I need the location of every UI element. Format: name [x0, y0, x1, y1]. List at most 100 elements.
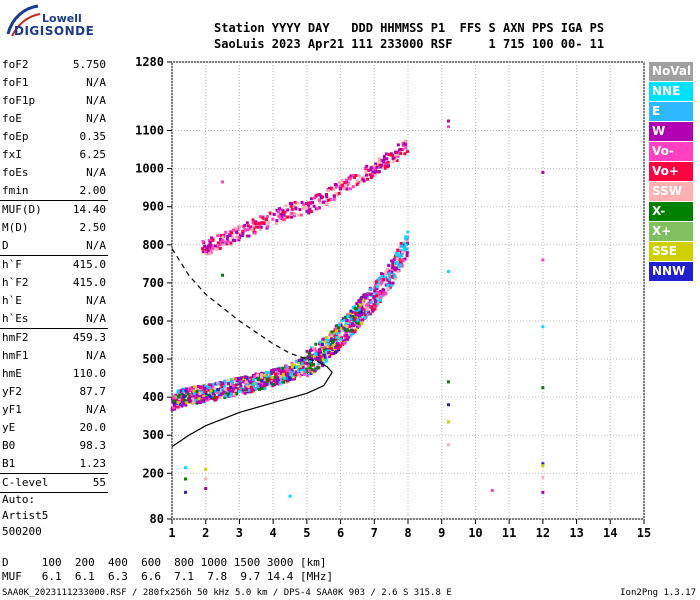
- echo-point: [244, 380, 248, 384]
- echo-point: [247, 234, 251, 238]
- echo-point: [218, 243, 222, 247]
- echo-point: [323, 200, 327, 204]
- echo-point: [364, 170, 368, 174]
- echo-point: [402, 247, 406, 251]
- echo-point: [372, 286, 376, 290]
- echo-point: [209, 389, 213, 393]
- echo-point: [204, 396, 208, 400]
- echo-point: [352, 176, 356, 180]
- echo-point: [271, 382, 275, 386]
- muf-row: MUF 6.1 6.1 6.3 6.6 7.1 7.8 9.7 14.4 [MH…: [2, 570, 334, 583]
- echo-point: [312, 204, 316, 208]
- echo-point: [285, 215, 289, 219]
- x-tick-label: 5: [303, 526, 310, 540]
- echo-point: [379, 272, 383, 276]
- echo-point: [182, 402, 186, 406]
- echo-point: [361, 302, 365, 306]
- echo-point: [256, 373, 260, 377]
- echo-point: [376, 292, 380, 296]
- echo-point: [188, 386, 192, 390]
- echo-point: [365, 303, 369, 307]
- echo-point: [398, 255, 402, 259]
- echo-point: [362, 311, 366, 315]
- echo-point: [306, 201, 310, 205]
- echo-point: [221, 387, 225, 391]
- param-value: 0.35: [79, 130, 107, 143]
- echo-point: [317, 358, 321, 362]
- echo-point: [199, 401, 203, 405]
- echo-point: [213, 390, 217, 394]
- auto-line1: Auto:: [2, 493, 36, 506]
- echo-point: [313, 352, 317, 356]
- echo-point: [266, 220, 270, 224]
- echo-point: [288, 378, 292, 382]
- echo-point: [304, 206, 308, 210]
- echo-point: [265, 383, 269, 387]
- echo-point: [265, 226, 269, 230]
- echo-point: [378, 298, 382, 302]
- echo-point: [334, 329, 338, 333]
- echo-point: [382, 278, 386, 282]
- echo-point: [300, 371, 304, 375]
- param-value: N/A: [86, 294, 106, 307]
- echo-point: [346, 314, 350, 318]
- param-value: 459.3: [72, 331, 106, 344]
- echo-point: [273, 372, 277, 376]
- echo-point: [394, 151, 398, 155]
- param-value: N/A: [86, 112, 106, 125]
- isolated-echo: [446, 125, 450, 129]
- isolated-echo: [541, 462, 545, 466]
- echo-point: [233, 239, 237, 243]
- echo-point: [345, 333, 349, 337]
- echo-point: [192, 400, 196, 404]
- isolated-echo: [541, 490, 545, 494]
- param-value: 415.0: [72, 258, 106, 271]
- auto-line2: Artist5: [2, 509, 49, 522]
- echo-point: [205, 385, 209, 389]
- echo-point: [378, 297, 382, 301]
- x-tick-label: 1: [168, 526, 175, 540]
- echo-point: [256, 384, 260, 388]
- echo-point: [232, 384, 236, 388]
- echo-point: [229, 241, 233, 245]
- echo-point: [344, 322, 348, 326]
- echo-point: [379, 289, 383, 293]
- echo-point: [282, 380, 286, 384]
- echo-point: [252, 380, 256, 384]
- echo-point: [226, 382, 230, 386]
- param-row: yF2 87.7: [0, 383, 112, 401]
- echo-point: [246, 224, 250, 228]
- echo-point: [299, 365, 303, 369]
- echo-point: [182, 395, 186, 399]
- echo-point: [231, 238, 235, 242]
- echo-point: [375, 302, 379, 306]
- echo-point: [258, 372, 262, 376]
- echo-point: [277, 214, 281, 218]
- echo-point: [193, 392, 197, 396]
- legend-item: NoVal: [649, 62, 693, 81]
- echo-point: [304, 356, 308, 360]
- echo-point: [223, 387, 227, 391]
- echo-point: [373, 303, 377, 307]
- echo-point: [390, 259, 394, 263]
- echo-point: [251, 383, 255, 387]
- echo-point: [280, 217, 284, 221]
- echo-point: [288, 369, 292, 373]
- echo-point: [391, 159, 395, 163]
- echo-point: [365, 307, 369, 311]
- param-name: h`F2: [2, 276, 29, 289]
- echo-point: [185, 390, 189, 394]
- echo-point: [253, 375, 257, 379]
- echo-point: [338, 333, 342, 337]
- echo-point: [395, 159, 399, 163]
- echo-point: [378, 163, 382, 167]
- echo-point: [224, 230, 228, 234]
- echo-point: [297, 372, 301, 376]
- echo-point: [342, 341, 346, 345]
- echo-point: [365, 168, 369, 172]
- echo-point: [383, 166, 387, 170]
- echo-point: [328, 333, 332, 337]
- echo-point: [230, 233, 234, 237]
- echo-point: [282, 211, 286, 215]
- echo-point: [360, 318, 364, 322]
